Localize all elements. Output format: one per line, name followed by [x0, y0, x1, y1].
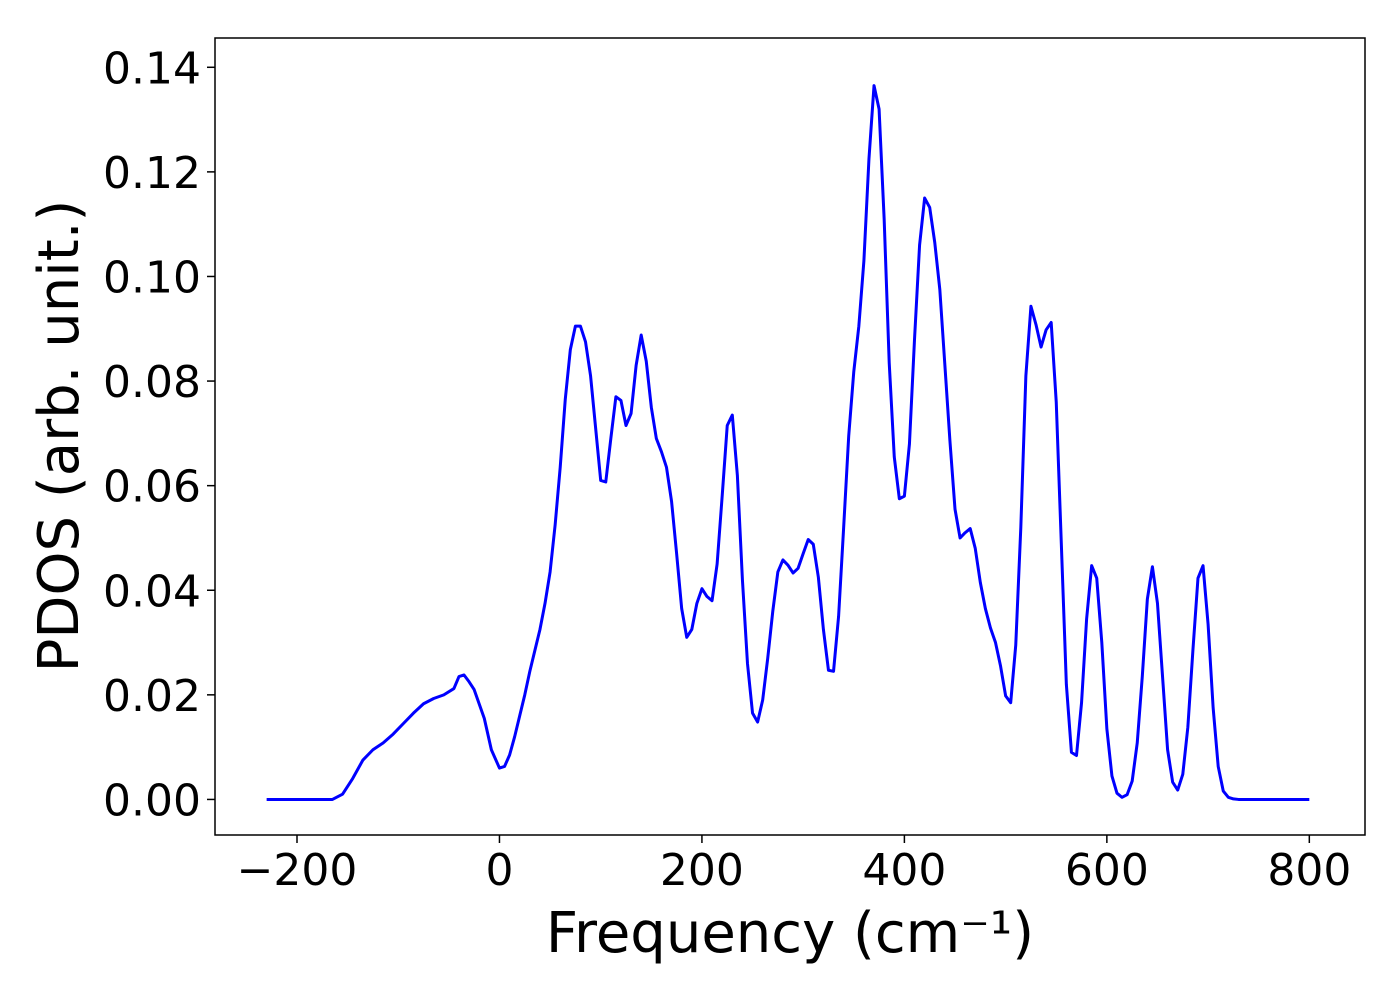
x-tick-label: 600: [1065, 845, 1149, 896]
y-tick-label: 0.02: [103, 671, 201, 722]
y-tick-label: 0.14: [103, 43, 201, 94]
y-tick-label: 0.10: [103, 252, 201, 303]
x-tick-label: 400: [862, 845, 946, 896]
plot-frame: [214, 37, 1366, 836]
x-tick-label: 200: [660, 845, 744, 896]
x-axis-label: Frequency (cm⁻¹): [546, 901, 1034, 966]
x-tick-label: 800: [1267, 845, 1351, 896]
y-tick-label: 0.08: [103, 357, 201, 408]
y-tick-label: 0.04: [103, 566, 201, 617]
x-tick-label: −200: [237, 845, 358, 896]
x-tick-label: 0: [485, 845, 513, 896]
y-tick-label: 0.00: [103, 775, 201, 826]
y-axis-label: PDOS (arb. unit.): [27, 200, 92, 673]
y-tick-label: 0.12: [103, 148, 201, 199]
y-tick-label: 0.06: [103, 462, 201, 513]
data-line: [266, 84, 1310, 801]
